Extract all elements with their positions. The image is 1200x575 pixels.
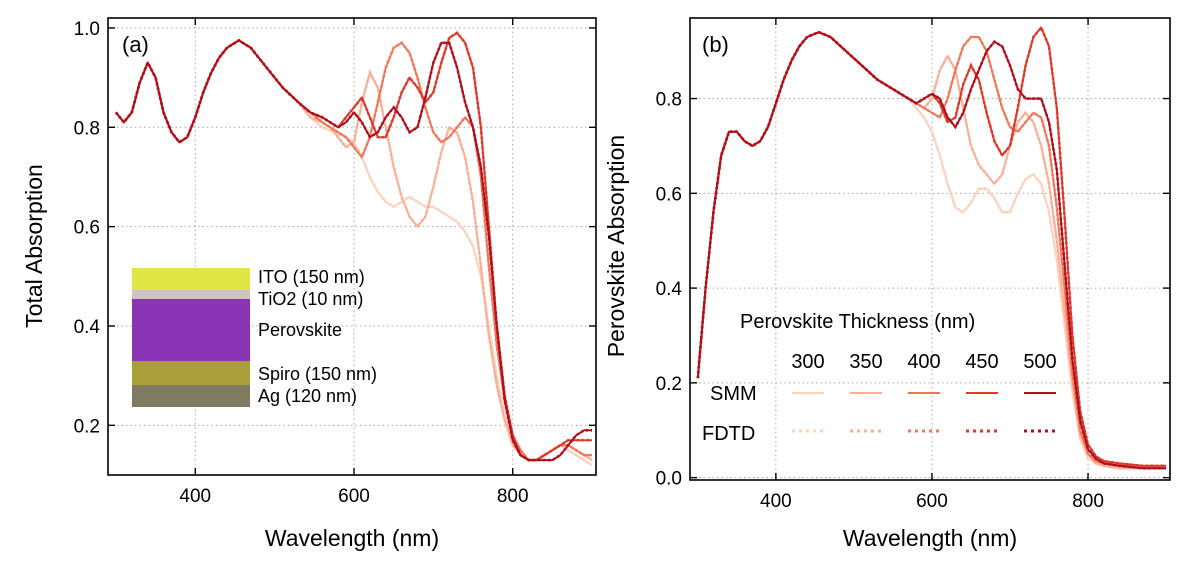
legend-swatches: [792, 392, 1056, 433]
layer-tio2: [132, 290, 250, 299]
panel-a-xlabel: Wavelength (nm): [265, 525, 439, 551]
series-fdtd-450-b: [696, 24, 1167, 468]
tick-label-x-800: 800: [497, 486, 529, 507]
panel-b-xlabel: Wavelength (nm): [843, 525, 1017, 551]
panel-a-ylabel: Total Absorption: [21, 164, 47, 328]
tick-label-y-0.4: 0.4: [656, 279, 683, 300]
layer-spiro-label: Spiro (150 nm): [258, 364, 377, 384]
series-fdtd-500-b: [696, 30, 1167, 470]
thickness-legend: Perovskite Thickness (nm) SMM FDTD 300 3…: [702, 311, 1057, 445]
tick-label-y-1: 1.0: [74, 19, 100, 40]
panel-a-frame: [107, 17, 597, 476]
layer-ag: [132, 385, 250, 407]
legend-col-300: 300: [791, 351, 824, 373]
tick-label-y-0.4: 0.4: [74, 317, 101, 338]
panel-a-label: (a): [122, 32, 149, 57]
tick-label-y-0.8: 0.8: [656, 90, 682, 111]
series-fdtd-450-a: [114, 31, 592, 462]
legend-col-450: 450: [965, 351, 998, 373]
legend-row-smm: SMM: [710, 383, 757, 405]
tick-label-x-600: 600: [916, 491, 948, 512]
layer-ag-label: Ag (120 nm): [258, 386, 357, 406]
panel-b-label: (b): [702, 32, 729, 57]
panel-b-ticks: 400 600 800 0.0 0.2 0.4 0.6 0.8: [656, 18, 1170, 512]
tick-label-y-0.8: 0.8: [74, 118, 100, 139]
panel-b-frame: [689, 17, 1171, 481]
layer-perovskite: [132, 299, 250, 361]
panel-a-chart: 400 600 800 0.2 0.4 0.6 0.8 1.0 (a) Wavelength …: [21, 17, 597, 551]
legend-col-350: 350: [849, 351, 882, 373]
legend-col-400: 400: [907, 351, 940, 373]
series-fdtd-350-b: [696, 30, 1167, 470]
layer-ito-label: ITO (150 nm): [258, 267, 365, 287]
panel-b-grid: [690, 18, 1170, 480]
layer-tio2-label: TiO2 (10 nm): [258, 289, 363, 309]
layer-stack-inset: ITO (150 nm) TiO2 (10 nm) Perovskite Spi…: [132, 267, 377, 407]
series-fdtd-500-a: [114, 38, 592, 462]
panel-b-ylabel: Perovskite Absorption: [603, 135, 629, 357]
tick-label-y-0.2: 0.2: [656, 374, 682, 395]
layer-perovskite-label: Perovskite: [258, 320, 342, 340]
panel-a-ticks: 400 600 800 0.2 0.4 0.6 0.8 1.0: [74, 18, 596, 507]
tick-label-y-0.6: 0.6: [74, 218, 100, 239]
series-fdtd-300-b: [696, 30, 1167, 470]
tick-label-x-800: 800: [1072, 491, 1104, 512]
panel-b-series: [696, 24, 1167, 470]
panel-a-series: [114, 31, 593, 467]
series-fdtd-400-a: [114, 38, 592, 462]
panel-b-chart: 400 600 800 0.0 0.2 0.4 0.6 0.8 (b) Wavelength …: [603, 17, 1171, 551]
layer-spiro: [132, 361, 250, 385]
tick-label-x-400: 400: [760, 491, 792, 512]
legend-col-500: 500: [1023, 351, 1056, 373]
tick-label-y-0.2: 0.2: [74, 416, 100, 437]
layer-ito: [132, 268, 250, 290]
tick-label-x-600: 600: [338, 486, 370, 507]
tick-label-y-0.6: 0.6: [656, 184, 682, 205]
tick-label-y-0: 0.0: [656, 469, 682, 490]
legend-title: Perovskite Thickness (nm): [740, 311, 975, 333]
tick-label-x-400: 400: [179, 486, 211, 507]
legend-row-fdtd: FDTD: [702, 423, 755, 445]
series-smm-350-b: [696, 31, 1167, 470]
